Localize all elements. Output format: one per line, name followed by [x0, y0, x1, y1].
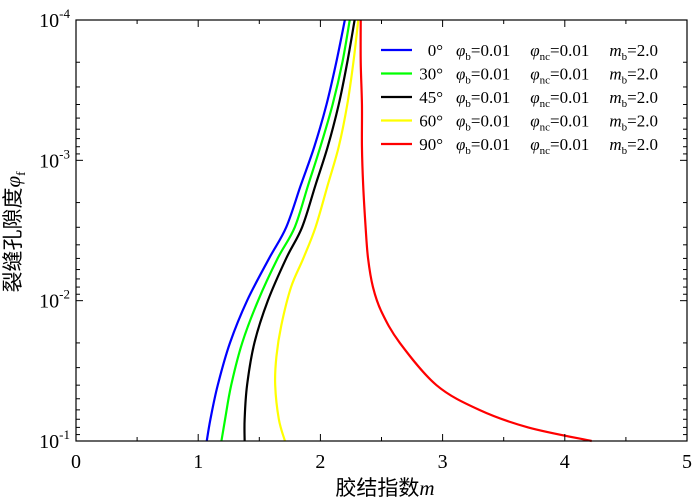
legend-params-4: φb=0.01 φnc=0.01 mb=2.0 [456, 135, 658, 157]
plot-frame [75, 19, 688, 442]
x-tick-label-4: 4 [560, 451, 570, 473]
y-tick-label-3: 10-1 [39, 427, 70, 453]
x-tick-label-2: 2 [315, 451, 325, 473]
y-tick-labels: 10-4 10-3 10-2 10-1 [39, 6, 70, 453]
series-line-4 [359, 19, 592, 443]
y-tick-label-2: 10-2 [39, 287, 70, 313]
x-tick-label-0: 0 [71, 451, 81, 473]
legend-params-0: φb=0.01 φnc=0.01 mb=2.0 [456, 41, 658, 63]
y-axis-label-var: φ [1, 175, 25, 187]
y-tick-label-0: 10-4 [39, 6, 70, 32]
x-axis-label-text: 胶结指数 [335, 476, 419, 500]
legend-label-2: 45° [419, 88, 443, 107]
x-tick-label-1: 1 [193, 451, 203, 473]
legend-params-3: φb=0.01 φnc=0.01 mb=2.0 [456, 112, 658, 134]
legend-label-3: 60° [419, 112, 443, 131]
axis-ticks [75, 19, 688, 442]
series-lines [205, 19, 592, 443]
y-axis-label-sub: f [13, 171, 28, 176]
svg-text:裂缝孔隙度φf: 裂缝孔隙度φf [1, 171, 28, 293]
y-axis-label: 裂缝孔隙度φf [1, 171, 28, 293]
series-line-0 [205, 19, 346, 442]
series-line-3 [273, 19, 360, 442]
legend-label-1: 30° [419, 65, 443, 84]
y-axis-label-text: 裂缝孔隙度 [1, 187, 25, 292]
series-line-1 [220, 19, 351, 442]
x-tick-label-5: 5 [682, 451, 692, 473]
legend-params-1: φb=0.01 φnc=0.01 mb=2.0 [456, 65, 658, 87]
legend-label-0: 0° [428, 41, 443, 60]
legend-label-4: 90° [419, 135, 443, 154]
series-line-2 [243, 19, 356, 442]
legend: 0° φb=0.01 φnc=0.01 mb=2.0 30° φb=0.01 φnc=0.0… [381, 41, 658, 157]
x-axis-label: 胶结指数m [335, 476, 434, 500]
x-axis-label-var: m [419, 476, 434, 500]
y-tick-label-1: 10-3 [39, 146, 70, 172]
x-tick-label-3: 3 [438, 451, 448, 473]
x-tick-labels: 0 1 2 3 4 5 [71, 451, 692, 473]
legend-params-2: φb=0.01 φnc=0.01 mb=2.0 [456, 88, 658, 110]
